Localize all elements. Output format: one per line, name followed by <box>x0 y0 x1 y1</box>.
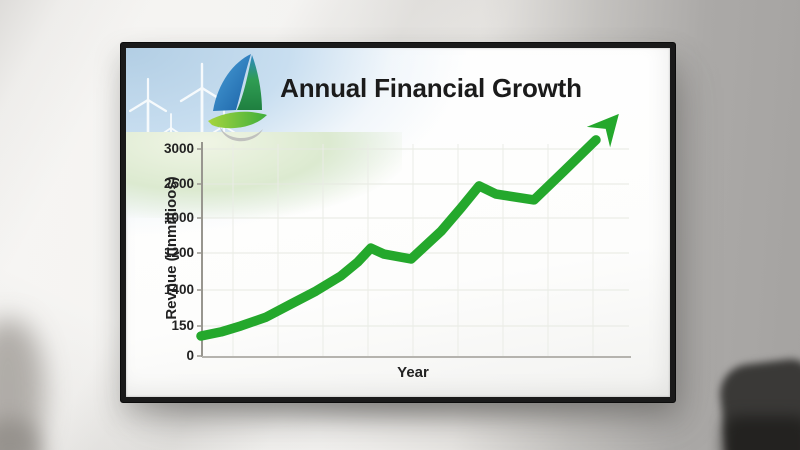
tv-frame: Annual Financial Growth Revnue ((inmilli… <box>120 42 676 403</box>
y-axis-tick-label: 1400 <box>163 282 194 297</box>
y-axis-tick-label: 1000 <box>163 210 194 225</box>
up-right-arrow-icon <box>586 113 619 148</box>
hill-background <box>126 132 402 218</box>
y-axis-tick-label: 150 <box>171 318 194 333</box>
growth-line-chart <box>196 113 631 358</box>
growth-line <box>196 135 601 341</box>
y-axis-tick-label: 1200 <box>163 245 194 260</box>
y-axis-tick-label: 3000 <box>163 141 194 156</box>
x-axis-title: Year <box>397 364 429 381</box>
y-axis-tick-label: 2500 <box>163 176 194 191</box>
company-logo-icon <box>208 54 267 142</box>
chart-title: Annual Financial Growth <box>280 73 582 103</box>
y-axis-tick-labels: 3000 2500 1000 1200 1400 150 0 <box>130 48 194 397</box>
office-chair-silhouette-lower <box>724 416 800 450</box>
y-axis-tick-label: 0 <box>186 348 194 363</box>
tv-screen: Annual Financial Growth Revnue ((inmilli… <box>126 48 670 397</box>
